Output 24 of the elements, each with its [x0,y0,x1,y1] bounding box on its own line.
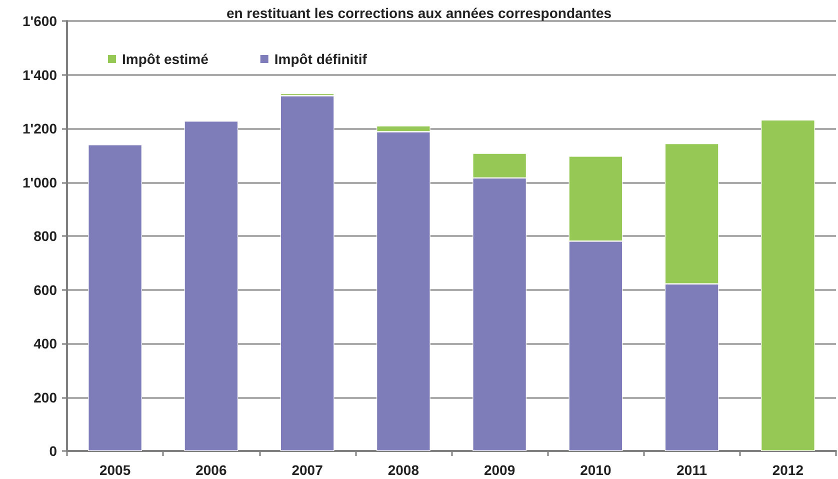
x-tick-label: 2009 [484,462,516,478]
y-tick-label: 0 [49,443,58,459]
y-tick-label: 1'600 [22,13,58,29]
x-tick-label: 2008 [388,462,420,478]
bar [280,96,334,451]
x-tick-label: 2011 [676,462,708,478]
x-tick-label: 2012 [772,462,804,478]
y-tick-label: 1'200 [22,120,58,136]
bar [88,144,142,451]
legend-label: Impôt estimé [122,51,209,67]
x-tick-label: 2010 [580,462,612,478]
chart-title: en restituant les corrections aux années correspondantes [226,5,612,21]
x-tick-label: 2007 [292,462,324,478]
y-tick-label: 600 [34,282,58,298]
x-tick-label: 2006 [196,462,227,478]
legend-label: Impôt définitif [274,51,368,67]
bar [761,120,815,451]
y-tick-label: 1'400 [22,66,58,83]
y-tick-label: 1'000 [22,174,58,190]
y-tick-label: 400 [34,336,58,352]
x-tick-label: 2005 [99,462,131,478]
y-tick-label: 200 [34,389,58,406]
bar [184,120,238,451]
y-tick-label: 800 [34,228,58,244]
